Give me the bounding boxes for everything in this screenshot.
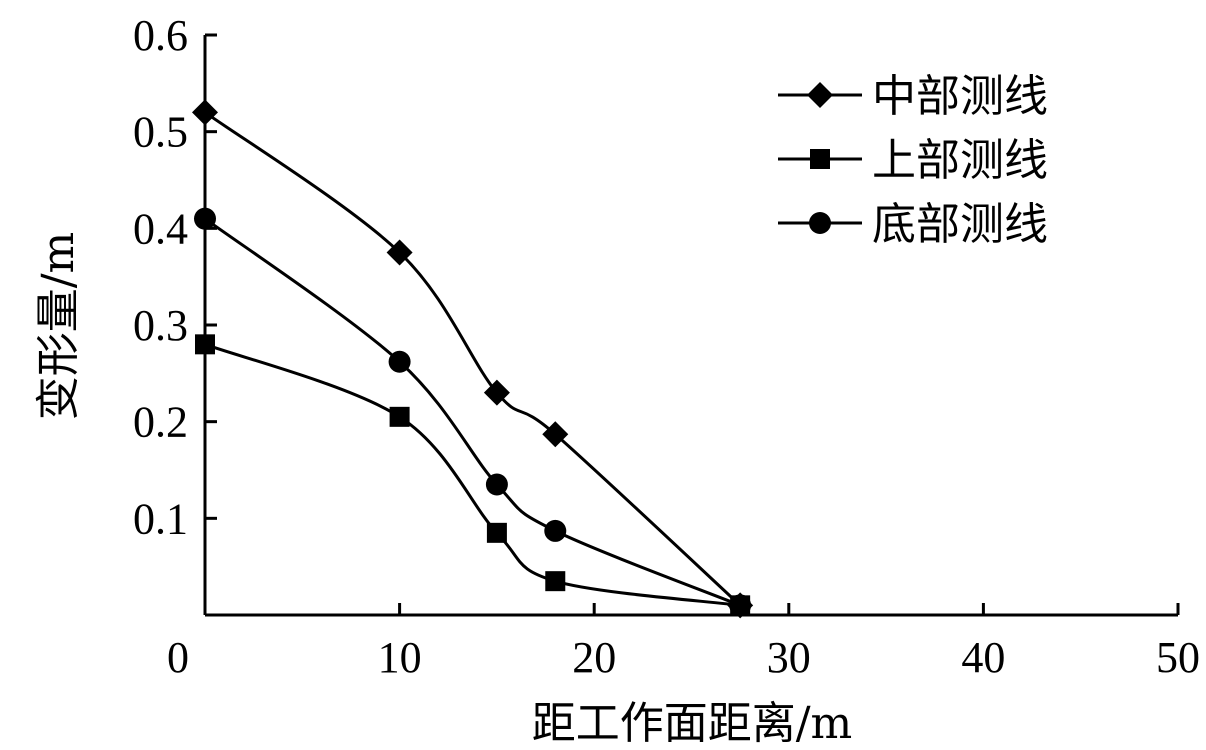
data-point <box>544 519 567 542</box>
y-tick-label: 0.6 <box>133 11 188 60</box>
y-tick-label: 0.1 <box>133 494 188 543</box>
data-point <box>542 421 569 448</box>
series-layer <box>192 99 754 619</box>
legend-label: 上部测线 <box>872 135 1048 186</box>
y-tick-label: 0.5 <box>133 108 188 157</box>
data-point <box>388 350 411 373</box>
x-tick-label: 40 <box>961 633 1005 682</box>
legend-item: 底部测线 <box>778 199 1048 250</box>
data-point <box>729 594 752 617</box>
data-point <box>485 473 508 496</box>
x-tick-label: 0 <box>167 633 189 682</box>
series-line <box>204 111 742 607</box>
legend-label: 底部测线 <box>872 199 1048 250</box>
x-axis-title: 距工作面距离/m <box>532 698 853 749</box>
data-point <box>486 522 507 543</box>
y-axis-ticks: 0.1 0.2 0.3 0.4 0.5 0.6 <box>133 11 217 543</box>
y-axis-title: 变形量/m <box>33 232 84 421</box>
x-tick-label: 10 <box>378 633 422 682</box>
square-marker-icon <box>810 149 830 169</box>
legend-item: 上部测线 <box>778 135 1048 186</box>
series-1 <box>192 99 754 619</box>
x-tick-label: 30 <box>767 633 811 682</box>
circle-marker-icon <box>809 212 831 234</box>
y-tick-label: 0.3 <box>133 301 188 350</box>
y-tick-label: 0.4 <box>133 204 188 253</box>
series-2 <box>195 334 751 616</box>
series-line <box>204 217 741 607</box>
data-point <box>194 207 216 230</box>
data-point <box>545 571 566 592</box>
legend-item: 中部测线 <box>778 71 1048 122</box>
x-tick-label: 20 <box>572 633 616 682</box>
data-point <box>483 379 510 406</box>
x-axis-ticks: 0 10 20 30 40 50 <box>167 603 1200 682</box>
diamond-marker-icon <box>807 82 833 108</box>
y-tick-label: 0.2 <box>133 398 188 447</box>
series-line <box>204 342 741 607</box>
series-3 <box>194 207 752 617</box>
data-point <box>195 334 215 355</box>
legend-label: 中部测线 <box>872 71 1048 122</box>
plot-area: 0 10 20 30 40 50 0.1 0.2 0.3 0.4 0.5 0.6 <box>133 11 1200 682</box>
data-point <box>192 99 218 126</box>
data-point <box>386 239 413 266</box>
data-point <box>389 406 410 427</box>
x-tick-label: 50 <box>1156 633 1200 682</box>
